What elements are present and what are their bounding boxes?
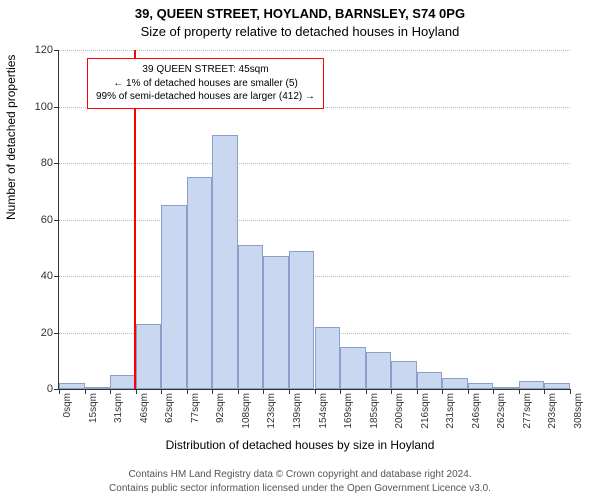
histogram-bar [519,381,545,389]
histogram-bar [85,387,111,389]
callout-box: 39 QUEEN STREET: 45sqm← 1% of detached h… [87,58,324,109]
x-tick-label: 92sqm [215,393,226,423]
chart-container: 39, QUEEN STREET, HOYLAND, BARNSLEY, S74… [0,0,600,500]
histogram-bar [187,177,213,389]
y-tick-label: 20 [41,327,53,339]
x-tick-label: 216sqm [420,393,431,429]
x-tick-mark [238,389,239,394]
histogram-bar [263,256,289,389]
x-tick-mark [212,389,213,394]
y-axis-label: Number of detached properties [4,55,18,220]
x-tick-label: 200sqm [394,393,405,429]
x-tick-label: 139sqm [292,393,303,429]
footer-copyright-1: Contains HM Land Registry data © Crown c… [0,469,600,480]
x-tick-label: 46sqm [139,393,150,423]
x-tick-label: 77sqm [190,393,201,423]
histogram-bar [391,361,417,389]
footer-copyright-2: Contains public sector information licen… [0,483,600,494]
y-tick-mark [54,107,59,108]
histogram-bar [493,387,519,389]
histogram-bar [238,245,264,389]
x-tick-label: 231sqm [445,393,456,429]
y-tick-mark [54,50,59,51]
x-tick-label: 262sqm [496,393,507,429]
chart-title-address: 39, QUEEN STREET, HOYLAND, BARNSLEY, S74… [0,6,600,21]
x-tick-mark [85,389,86,394]
plot-area: 0204060801001200sqm15sqm31sqm46sqm62sqm7… [58,50,570,390]
x-tick-mark [493,389,494,394]
x-tick-mark [366,389,367,394]
x-tick-label: 123sqm [266,393,277,429]
y-tick-mark [54,220,59,221]
callout-line-3: 99% of semi-detached houses are larger (… [96,90,315,104]
x-tick-mark [110,389,111,394]
x-tick-label: 15sqm [88,393,99,423]
x-tick-label: 154sqm [318,393,329,429]
x-tick-mark [519,389,520,394]
histogram-bar [289,251,315,389]
x-tick-mark [442,389,443,394]
histogram-bar [468,383,494,389]
callout-line-1: 39 QUEEN STREET: 45sqm [96,63,315,77]
x-tick-mark [544,389,545,394]
histogram-bar [442,378,468,389]
x-tick-mark [570,389,571,394]
x-tick-label: 31sqm [113,393,124,423]
x-tick-mark [136,389,137,394]
chart-subtitle: Size of property relative to detached ho… [0,24,600,39]
x-tick-mark [187,389,188,394]
x-tick-mark [161,389,162,394]
histogram-bar [315,327,341,389]
x-tick-label: 246sqm [471,393,482,429]
histogram-bar [136,324,162,389]
y-tick-mark [54,276,59,277]
callout-line-2: ← 1% of detached houses are smaller (5) [96,77,315,91]
histogram-bar [544,383,570,389]
histogram-bar [212,135,238,389]
x-tick-label: 108sqm [241,393,252,429]
x-tick-mark [340,389,341,394]
y-tick-label: 120 [35,44,53,56]
histogram-bar [110,375,136,389]
y-tick-label: 80 [41,157,53,169]
x-tick-mark [468,389,469,394]
x-tick-label: 308sqm [573,393,584,429]
x-tick-mark [289,389,290,394]
histogram-bar [59,383,85,389]
histogram-bar [340,347,366,389]
y-tick-mark [54,333,59,334]
x-tick-mark [391,389,392,394]
x-tick-label: 0sqm [62,393,73,417]
y-tick-mark [54,163,59,164]
histogram-bar [366,352,392,389]
x-tick-mark [59,389,60,394]
x-tick-mark [263,389,264,394]
x-tick-mark [417,389,418,394]
histogram-bar [161,205,187,389]
y-tick-label: 0 [47,383,53,395]
x-axis-label: Distribution of detached houses by size … [0,438,600,452]
y-tick-label: 60 [41,214,53,226]
x-tick-label: 293sqm [547,393,558,429]
x-tick-label: 169sqm [343,393,354,429]
x-tick-label: 185sqm [369,393,380,429]
x-tick-label: 62sqm [164,393,175,423]
x-tick-label: 277sqm [522,393,533,429]
histogram-bar [417,372,443,389]
y-tick-label: 40 [41,270,53,282]
x-tick-mark [315,389,316,394]
y-tick-label: 100 [35,101,53,113]
